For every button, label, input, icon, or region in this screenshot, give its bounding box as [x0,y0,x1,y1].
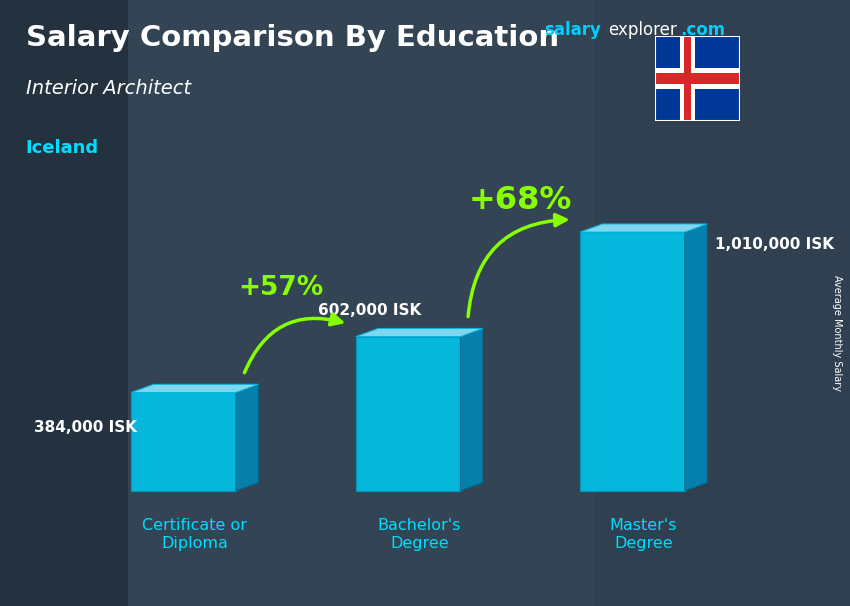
Polygon shape [236,384,258,491]
Text: Certificate or
Diploma: Certificate or Diploma [142,518,247,550]
Bar [654,68,740,89]
Text: 602,000 ISK: 602,000 ISK [318,304,422,319]
Text: Master's
Degree: Master's Degree [609,518,677,550]
Text: Bachelor's
Degree: Bachelor's Degree [377,518,461,550]
Text: Iceland: Iceland [26,139,99,158]
Bar [654,73,740,84]
Text: Average Monthly Salary: Average Monthly Salary [832,275,842,391]
Text: +68%: +68% [468,185,572,216]
Text: .com: .com [680,21,725,39]
Text: 1,010,000 ISK: 1,010,000 ISK [715,237,834,251]
Polygon shape [685,224,707,491]
Text: Interior Architect: Interior Architect [26,79,190,98]
Text: explorer: explorer [608,21,677,39]
Text: salary: salary [544,21,601,39]
Polygon shape [580,224,707,232]
Polygon shape [131,384,258,393]
Polygon shape [131,393,236,491]
Bar [684,36,691,121]
Bar [128,0,595,606]
Polygon shape [355,328,483,337]
Polygon shape [355,337,461,491]
Bar [0,0,128,606]
Polygon shape [461,328,483,491]
Bar [681,36,694,121]
Text: +57%: +57% [238,275,324,301]
Text: 384,000 ISK: 384,000 ISK [34,420,137,435]
Text: Salary Comparison By Education: Salary Comparison By Education [26,24,558,52]
Polygon shape [580,232,685,491]
